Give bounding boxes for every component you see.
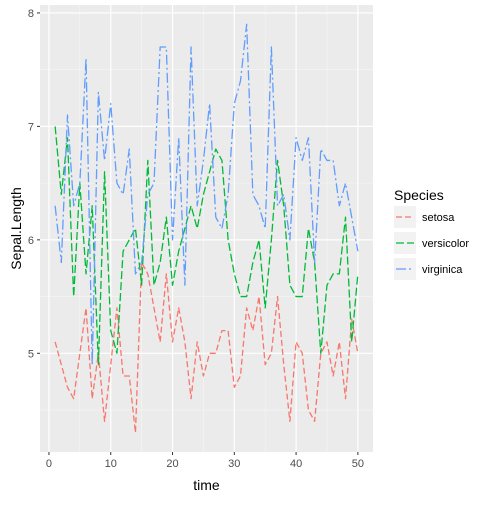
series-line-versicolor	[54, 126, 359, 366]
legend-key-versicolor	[394, 232, 416, 254]
x-tick-label: 30	[228, 458, 240, 470]
y-tick-label: 8	[28, 8, 34, 20]
legend-label-versicolor: versicolor	[422, 238, 469, 250]
major-gridlines	[40, 5, 373, 452]
y-axis: 5 6 7 8	[28, 8, 40, 360]
series-lines	[54, 23, 359, 434]
series-line-virginica	[54, 23, 359, 366]
legend-title: Species	[394, 187, 444, 203]
legend-label-setosa: setosa	[422, 212, 455, 224]
y-tick-label: 5	[28, 348, 34, 360]
x-tick-label: 40	[290, 458, 302, 470]
y-axis-label: Sepal.Length	[8, 187, 24, 270]
x-tick-label: 0	[46, 458, 52, 470]
x-tick-label: 10	[105, 458, 117, 470]
x-axis-label: time	[193, 477, 220, 493]
x-tick-label: 20	[166, 458, 178, 470]
x-axis: 0 10 20 30 40 50	[46, 452, 364, 470]
y-tick-label: 6	[28, 235, 34, 247]
y-tick-label: 7	[28, 121, 34, 133]
x-tick-label: 50	[352, 458, 364, 470]
legend: Species setosa versicolor virginica	[394, 187, 469, 280]
legend-label-virginica: virginica	[422, 264, 463, 276]
